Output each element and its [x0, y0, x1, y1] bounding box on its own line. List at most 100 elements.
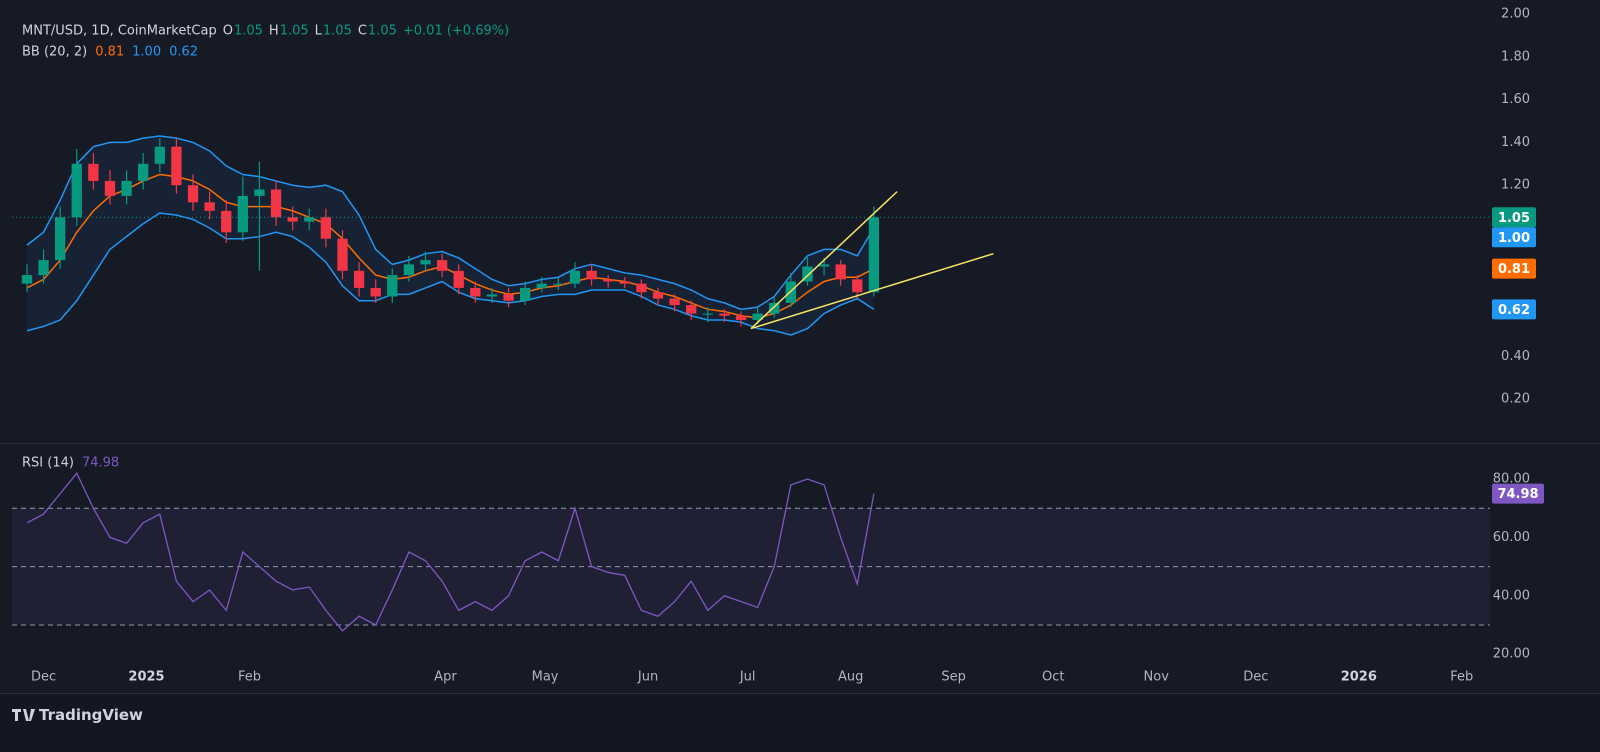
ohlc-value: 1.05	[280, 24, 309, 39]
candle-body	[254, 189, 265, 196]
price-tag	[1492, 299, 1536, 320]
rsi-tag	[1492, 483, 1544, 504]
ohlc-key: L	[315, 24, 323, 39]
candle-body	[486, 294, 498, 297]
candle-body	[852, 279, 863, 293]
candle-body	[636, 283, 647, 293]
candle-body	[619, 281, 630, 284]
candle-body	[304, 217, 315, 222]
brand-name: TradingView	[39, 706, 143, 724]
price-tag-label: 1.05	[1498, 211, 1530, 226]
price-pane	[12, 135, 1490, 336]
price-tag	[1492, 207, 1536, 228]
y-tick-label: 0.40	[1501, 349, 1530, 364]
candle-body	[769, 302, 780, 314]
candle-body	[503, 294, 514, 301]
candle-body	[337, 238, 348, 271]
ohlc-value: 1.05	[368, 24, 397, 39]
candle-body	[38, 260, 49, 276]
rsi-pane	[12, 471, 1490, 632]
price-tag	[1492, 258, 1536, 279]
x-tick-label: 2026	[1341, 670, 1377, 685]
candle-body	[818, 264, 830, 267]
candle-body	[55, 217, 66, 261]
candle-body	[21, 275, 33, 284]
indicator-value: 74.98	[82, 456, 119, 471]
candle-body	[586, 270, 597, 280]
symbol-label: MNT/USD, 1D, CoinMarketCap	[22, 24, 217, 39]
y-tick-label: 1.20	[1501, 178, 1530, 193]
x-tick-label: Feb	[1450, 670, 1473, 685]
candle-body	[470, 287, 481, 297]
candle-body	[370, 287, 381, 297]
x-tick-label: Dec	[31, 670, 56, 685]
price-tag-label: 1.00	[1498, 231, 1530, 246]
candle-body	[121, 180, 132, 196]
candle-body	[553, 283, 564, 285]
indicator-value: 0.81	[95, 45, 124, 60]
candle-body	[669, 298, 680, 306]
x-tick-label: May	[532, 670, 559, 685]
y-tick-label: 20.00	[1493, 647, 1530, 662]
candle-body	[652, 292, 664, 299]
candle-body	[387, 275, 398, 297]
price-tag-label: 0.81	[1498, 262, 1530, 277]
candle-body	[702, 313, 713, 315]
bollinger-basis	[26, 173, 875, 319]
candle-body	[187, 185, 199, 203]
x-tick-label: Jun	[637, 670, 658, 685]
candle-body	[320, 217, 332, 239]
x-tick-label: Jul	[739, 670, 756, 685]
candle-body	[88, 163, 99, 181]
candle-body	[453, 270, 464, 288]
candle-body	[204, 202, 215, 211]
candle-body	[104, 180, 116, 196]
candle-body	[154, 146, 165, 164]
y-tick-label: 80.00	[1493, 472, 1530, 487]
candle-body	[735, 315, 747, 321]
candle-body	[520, 287, 531, 301]
bollinger-band-fill	[26, 135, 874, 335]
candle-body	[221, 210, 232, 233]
x-tick-label: Nov	[1144, 670, 1170, 685]
candle-body	[237, 195, 248, 233]
candle-body	[420, 260, 431, 265]
x-tick-label: Dec	[1243, 670, 1268, 685]
ohlc-key: C	[358, 24, 367, 39]
price-tag	[1492, 227, 1536, 248]
ohlc-value: 1.05	[323, 24, 352, 39]
legend: MNT/USD, 1D, CoinMarketCap O 1.05 H 1.05 L 1.0…	[22, 24, 509, 471]
y-tick-label: 1.40	[1501, 135, 1530, 150]
y-tick-label: 0.20	[1501, 392, 1530, 407]
x-tick-label: Aug	[838, 670, 863, 685]
candle-body	[270, 189, 282, 218]
chart-area	[0, 0, 1600, 694]
y-tick-label: 1.80	[1501, 49, 1530, 64]
indicator-label: RSI (14)	[22, 456, 74, 471]
y-tick-label: 2.00	[1501, 7, 1530, 22]
ohlc-key: H	[269, 24, 279, 39]
candle-body	[802, 266, 813, 282]
candle-body	[71, 163, 82, 218]
bollinger-lower	[26, 212, 875, 336]
trendline	[750, 252, 994, 330]
candle-body	[686, 305, 697, 314]
y-tick-label: 40.00	[1493, 588, 1530, 603]
change-label: +0.01 (+0.69%)	[403, 24, 509, 39]
indicator-value: 0.62	[169, 45, 198, 60]
ohlc-value: 1.05	[234, 24, 263, 39]
rsi-tag-label: 74.98	[1497, 487, 1538, 502]
candle-body	[171, 146, 182, 186]
candle-body	[868, 217, 880, 293]
candle-body	[436, 260, 448, 271]
candle-body	[138, 163, 149, 181]
bollinger-upper	[26, 135, 875, 311]
trendline	[750, 191, 898, 330]
x-tick-label: Oct	[1042, 670, 1064, 685]
ohlc-key: O	[223, 24, 233, 39]
x-tick-label: Sep	[941, 670, 966, 685]
x-tick-label: Feb	[238, 670, 261, 685]
candle-body	[752, 313, 763, 321]
candle-body	[353, 270, 365, 288]
